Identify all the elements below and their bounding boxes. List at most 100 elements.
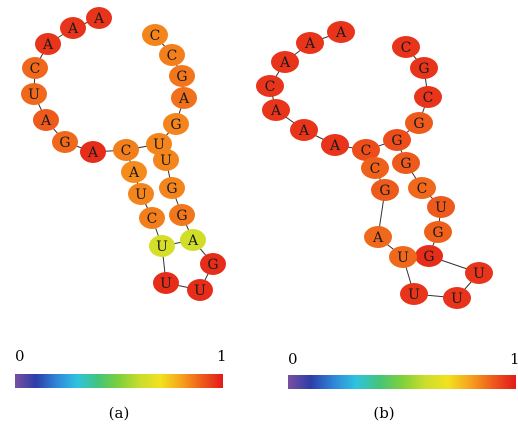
nucleotide: C bbox=[159, 44, 185, 66]
nucleotide: G bbox=[405, 112, 433, 134]
nucleotide-label: A bbox=[178, 91, 190, 107]
nucleotide: A bbox=[35, 33, 61, 55]
nucleotide-label: A bbox=[329, 138, 341, 154]
nucleotide-label: U bbox=[153, 137, 165, 153]
nucleotide: G bbox=[169, 65, 195, 87]
nucleotide: G bbox=[371, 179, 399, 201]
nucleotide-label: U bbox=[397, 250, 409, 266]
nucleotide: U bbox=[465, 262, 493, 284]
nucleotide-node bbox=[153, 272, 179, 294]
nucleotide: A bbox=[121, 161, 147, 183]
nucleotide-label: C bbox=[423, 90, 434, 106]
nucleotide-label: A bbox=[304, 36, 316, 52]
nucleotide-label: A bbox=[187, 233, 199, 249]
nucleotide-node bbox=[327, 21, 355, 43]
nucleotide-node bbox=[33, 109, 59, 131]
nucleotide-node bbox=[187, 279, 213, 301]
nucleotide-label: G bbox=[166, 181, 177, 197]
nucleotide-label: G bbox=[400, 156, 411, 172]
nucleotide: C bbox=[408, 177, 436, 199]
nucleotide-node bbox=[415, 245, 443, 267]
nucleotide: A bbox=[80, 141, 106, 163]
nucleotide-node bbox=[352, 139, 380, 161]
nucleotide: G bbox=[200, 253, 226, 275]
nucleotide-node bbox=[153, 149, 179, 171]
nucleotide: G bbox=[159, 177, 185, 199]
nucleotide: A bbox=[262, 99, 290, 121]
nucleotide-node bbox=[408, 177, 436, 199]
nucleotide: U bbox=[427, 196, 455, 218]
nucleotide: C bbox=[139, 207, 165, 229]
nucleotide: A bbox=[364, 226, 392, 248]
nucleotide-label: G bbox=[413, 116, 424, 132]
nucleotide-node bbox=[256, 75, 284, 97]
nucleotide-node bbox=[159, 44, 185, 66]
nucleotide-label: G bbox=[432, 225, 443, 241]
nucleotide-node bbox=[262, 99, 290, 121]
nucleotide-node bbox=[200, 253, 226, 275]
nucleotide: U bbox=[153, 149, 179, 171]
nucleotide-node bbox=[389, 246, 417, 268]
nucleotide: U bbox=[153, 272, 179, 294]
nucleotide: A bbox=[327, 21, 355, 43]
nucleotide-node bbox=[86, 7, 112, 29]
nucleotide: A bbox=[290, 119, 318, 141]
nucleotide: U bbox=[443, 287, 471, 309]
nucleotide-label: G bbox=[59, 135, 70, 151]
nucleotide-node bbox=[364, 226, 392, 248]
scale-b-min-label: 0 bbox=[288, 350, 298, 368]
scale-a-min-label: 0 bbox=[15, 347, 25, 365]
nucleotide: A bbox=[171, 87, 197, 109]
nucleotide-node bbox=[169, 65, 195, 87]
nucleotide-label: G bbox=[170, 117, 181, 133]
nucleotide-node bbox=[290, 119, 318, 141]
nucleotide-node bbox=[400, 283, 428, 305]
nucleotide-node bbox=[80, 141, 106, 163]
nucleotide: A bbox=[60, 17, 86, 39]
nucleotide-label: A bbox=[335, 25, 347, 41]
nucleotide-node bbox=[52, 131, 78, 153]
nucleotide-label: A bbox=[279, 55, 291, 71]
nucleotide-node bbox=[296, 32, 324, 54]
nucleotide: G bbox=[169, 204, 195, 226]
nucleotide-label: A bbox=[67, 21, 79, 37]
nucleotide: C bbox=[361, 157, 389, 179]
caption-a: (a) bbox=[109, 404, 130, 422]
color-scale-bar-b bbox=[288, 375, 516, 389]
nucleotide-node bbox=[383, 129, 411, 151]
nucleotide-label: U bbox=[473, 266, 485, 282]
nucleotide-node bbox=[392, 152, 420, 174]
nucleotide-label: C bbox=[30, 61, 41, 77]
nucleotide-label: C bbox=[361, 143, 372, 159]
nucleotide-node bbox=[142, 24, 168, 46]
nucleotide: G bbox=[163, 113, 189, 135]
nucleotide-node bbox=[22, 57, 48, 79]
nucleotide-node bbox=[171, 87, 197, 109]
nucleotide: C bbox=[392, 36, 420, 58]
nucleotide: U bbox=[400, 283, 428, 305]
nucleotide-label: C bbox=[150, 28, 161, 44]
nucleotide: C bbox=[22, 57, 48, 79]
nucleotide-node bbox=[371, 179, 399, 201]
nucleotide-label: C bbox=[417, 181, 428, 197]
nucleotide-node bbox=[149, 235, 175, 257]
nucleotide-label: A bbox=[270, 103, 282, 119]
nucleotide: U bbox=[187, 279, 213, 301]
nucleotide-node bbox=[321, 134, 349, 156]
nucleotide: G bbox=[410, 57, 438, 79]
scale-a-max-label: 1 bbox=[217, 347, 227, 365]
nucleotide: C bbox=[414, 86, 442, 108]
nucleotide-node bbox=[163, 113, 189, 135]
nucleotide: G bbox=[415, 245, 443, 267]
nucleotide-label: U bbox=[451, 291, 463, 307]
nucleotide: C bbox=[142, 24, 168, 46]
nucleotide-label: A bbox=[87, 145, 99, 161]
nucleotide: A bbox=[180, 229, 206, 251]
nucleotide: G bbox=[392, 152, 420, 174]
nucleotide: A bbox=[33, 109, 59, 131]
nucleotide-label: A bbox=[93, 11, 105, 27]
